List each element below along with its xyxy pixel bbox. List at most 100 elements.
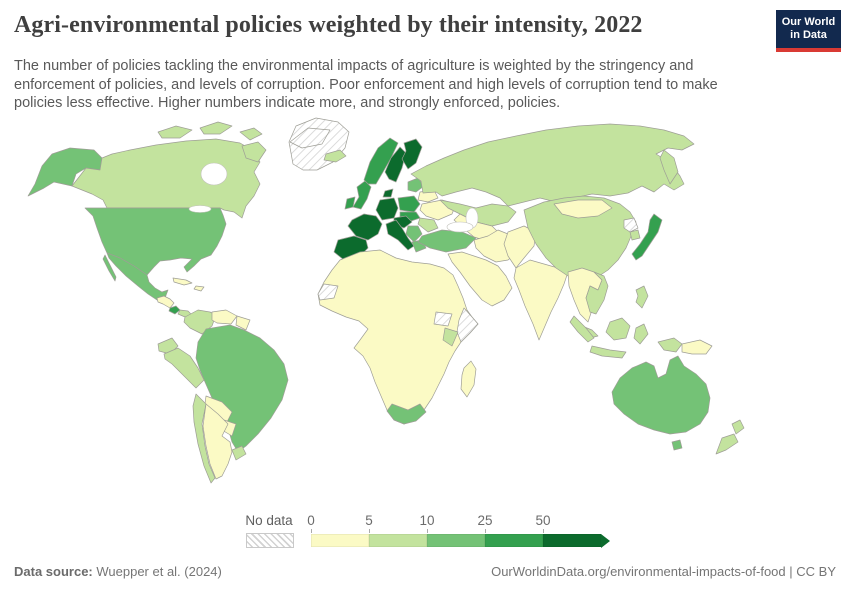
legend-bin-0-5[interactable] [311,534,369,547]
country-poland[interactable] [397,195,421,213]
country-indonesia-papua[interactable] [657,337,683,353]
country-madagascar[interactable] [460,360,477,398]
country-new-zealand-south[interactable] [715,433,739,455]
country-arctic-islands[interactable] [157,125,193,139]
country-india[interactable] [513,259,569,341]
legend-arrow [601,533,610,548]
country-ireland[interactable] [344,196,356,210]
great-lakes [188,205,212,213]
legend-tick-labels: 0 5 10 25 50 [307,513,611,533]
chart-footer: Data source: Wuepper et al. (2024) OurWo… [14,564,836,579]
country-venezuela[interactable] [211,309,238,325]
country-north-korea[interactable] [623,217,639,233]
country-tasmania[interactable] [671,439,683,451]
owid-logo-line1: Our World [781,16,836,28]
legend-color-bar [311,533,610,548]
owid-url-link[interactable]: OurWorldinData.org/environmental-impacts… [491,564,786,579]
country-iceland[interactable] [323,149,347,163]
country-usa[interactable] [84,207,227,276]
chart-subtitle: The number of policies tackling the envi… [14,58,718,111]
data-source-value: Wuepper et al. (2024) [92,564,222,579]
country-kenya[interactable] [442,327,459,347]
country-romania[interactable] [417,217,439,233]
legend-no-data-label: No data [245,513,293,528]
country-vietnam[interactable] [585,271,609,315]
owid-logo-line2: in Data [790,29,827,41]
country-china[interactable] [523,195,637,283]
country-south-sudan[interactable] [433,311,453,327]
legend-bin-25-50[interactable] [485,534,543,547]
country-arctic-islands[interactable] [199,121,233,135]
world-map [8,114,843,508]
country-baffin-island[interactable] [241,141,267,163]
black-sea [446,221,474,233]
country-peru[interactable] [163,347,205,389]
country-hispaniola[interactable] [193,285,205,292]
legend-bin-10-25[interactable] [427,534,485,547]
country-baltic-states[interactable] [407,177,425,193]
country-indonesia-borneo[interactable] [605,317,631,341]
country-guyanas[interactable] [235,315,251,331]
legend-bin-5-10[interactable] [369,534,427,547]
data-source-note: Data source: Wuepper et al. (2024) [14,564,222,579]
legend-tick-mark [369,529,370,533]
legend-tick-label: 0 [307,513,315,528]
country-mongolia[interactable] [553,199,613,219]
country-papua-new-guinea[interactable] [681,339,713,355]
legend-bin-50+[interactable] [543,534,601,547]
country-arabian-peninsula[interactable] [447,251,513,307]
page-title: Agri-environmental policies weighted by … [14,12,643,38]
country-united-kingdom[interactable] [352,180,372,210]
country-brazil[interactable] [195,324,289,453]
country-indonesia-sulawesi[interactable] [633,323,649,345]
legend-tick-label: 5 [365,513,373,528]
legend-no-data-swatch[interactable] [246,533,294,548]
country-central-america[interactable] [156,295,175,309]
country-somalia[interactable] [456,307,479,343]
country-south-africa[interactable] [386,403,427,425]
country-france[interactable] [347,213,383,241]
country-balkans[interactable] [405,225,423,243]
country-japan[interactable] [631,213,663,261]
country-russia[interactable] [410,123,695,207]
legend-tick-mark [427,529,428,533]
license-label: CC BY [796,564,836,579]
country-canada[interactable] [71,138,261,219]
country-uruguay[interactable] [231,445,247,461]
footer-right: OurWorldinData.org/environmental-impacts… [491,564,836,579]
legend-tick-mark [311,529,312,533]
country-new-zealand-north[interactable] [731,419,745,435]
country-denmark[interactable] [382,188,394,198]
country-africa-mainland[interactable] [317,249,479,425]
country-turkey[interactable] [417,229,477,253]
country-kazakhstan[interactable] [439,199,517,227]
country-finland[interactable] [401,138,423,170]
legend-tick-label: 10 [419,513,435,528]
country-norway[interactable] [363,137,399,185]
country-indonesia-sumatra[interactable] [569,315,595,343]
country-cuba[interactable] [172,277,193,286]
legend-tick-label: 25 [477,513,493,528]
country-svalbard[interactable] [289,127,331,149]
country-costa-rica[interactable] [168,305,181,315]
country-arctic-islands[interactable] [239,127,263,141]
country-indonesia-java[interactable] [589,345,627,359]
country-mexico[interactable] [106,252,169,301]
country-western-sahara[interactable] [317,283,339,301]
hudson-bay [200,162,228,186]
country-sweden[interactable] [384,146,407,183]
owid-logo[interactable]: Our World in Data [776,10,841,52]
country-colombia[interactable] [183,309,217,335]
country-chile[interactable] [192,393,216,484]
country-argentina[interactable] [202,403,233,480]
country-mexico-baja[interactable] [102,254,117,282]
country-philippines[interactable] [635,285,649,309]
country-australia[interactable] [611,355,711,435]
country-germany[interactable] [375,197,399,221]
legend-tick-label: 50 [535,513,551,528]
country-russia-kamchatka[interactable] [659,149,679,185]
country-south-korea[interactable] [629,229,641,241]
legend-tick-mark [543,529,544,533]
data-source-label: Data source: [14,564,93,579]
